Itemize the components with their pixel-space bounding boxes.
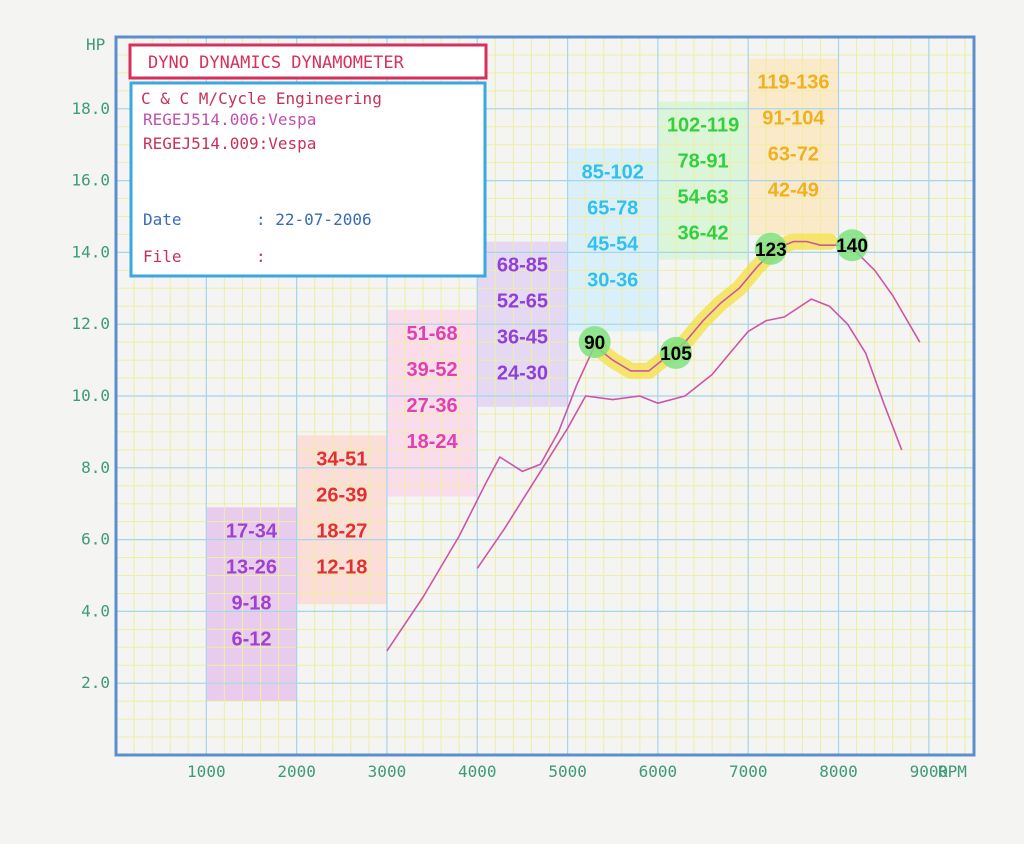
rpm-band-4 [567, 148, 658, 332]
info-run-2: REGEJ514.009:Vespa [143, 134, 316, 153]
band-1-label: 26-39 [316, 484, 367, 506]
band-5-label: 54-63 [677, 187, 728, 209]
x-tick-label: 2000 [277, 762, 316, 781]
info-box [129, 81, 487, 278]
y-tick-label: 16.0 [71, 171, 110, 190]
band-4-label: 45-54 [587, 233, 639, 255]
speed-marker-dot [754, 232, 787, 265]
y-tick-label: 10.0 [71, 386, 110, 405]
power-curve-2 [476, 298, 903, 569]
info-file-label: File [143, 247, 182, 266]
band-6-label: 63-72 [768, 144, 819, 166]
band-1-label: 18-27 [316, 520, 367, 542]
speed-markers: 90 105 123 140 [578, 229, 869, 369]
info-date-value: : 22-07-2006 [256, 210, 372, 229]
band-5-label: 78-91 [677, 151, 728, 173]
x-tick-label: 9000 [910, 762, 949, 781]
x-tick-label: 8000 [819, 762, 858, 781]
x-tick-label: 4000 [458, 762, 497, 781]
band-4-label: 65-78 [587, 197, 638, 219]
band-1-label: 34-51 [316, 448, 367, 470]
y-tick-label: 14.0 [71, 242, 110, 261]
band-2-label: 27-36 [407, 395, 458, 417]
band-6-label: 91-104 [762, 108, 825, 130]
band-6-label: 119-136 [757, 72, 829, 94]
info-file-value: : [256, 247, 266, 266]
speed-marker-dot [659, 336, 692, 369]
speed-marker-dot [578, 326, 611, 359]
x-tick-label: 3000 [368, 762, 407, 781]
band-3-label: 68-85 [497, 255, 548, 277]
info-date-label: Date [143, 210, 182, 229]
band-4-label: 85-102 [582, 161, 644, 183]
y-tick-label: 6.0 [81, 530, 110, 549]
band-5-label: 102-119 [667, 115, 739, 137]
band-0-label: 6-12 [231, 628, 271, 650]
band-2-label: 18-24 [407, 431, 459, 453]
plot-frame [114, 35, 976, 757]
y-tick-label: 8.0 [81, 458, 110, 477]
y-axis-label: HP [86, 35, 105, 54]
title-box [128, 43, 488, 80]
band-0-label: 17-34 [226, 520, 278, 542]
band-0-label: 13-26 [226, 556, 277, 578]
rpm-band-2 [386, 309, 478, 497]
band-2-label: 51-68 [407, 323, 458, 345]
axis-ticks: 1000 2000 3000 4000 5000 6000 7000 8000 9000 2.0 4… [71, 99, 948, 781]
band-5-label: 36-42 [677, 223, 728, 245]
band-4-label: 30-36 [587, 269, 638, 291]
y-tick-label: 2.0 [81, 673, 110, 692]
band-0-label: 9-18 [231, 592, 271, 614]
speed-marker-label: 140 [836, 236, 868, 257]
rpm-band-1 [296, 435, 387, 605]
speed-marker-label: 90 [584, 333, 605, 354]
band-labels: 17-34 13-26 9-18 6-12 34-51 26-39 18-27 12-18 51… [226, 72, 830, 651]
band-3-label: 36-45 [497, 327, 548, 349]
x-tick-label: 7000 [729, 762, 768, 781]
x-axis-label: RPM [938, 762, 967, 781]
band-3-label: 52-65 [497, 291, 548, 313]
info-company: C & C M/Cycle Engineering [141, 89, 382, 108]
band-1-label: 12-18 [316, 556, 367, 578]
x-tick-label: 5000 [548, 762, 587, 781]
band-3-label: 24-30 [497, 363, 548, 385]
info-run-1: REGEJ514.006:Vespa [143, 110, 316, 129]
chart-title: DYNO DYNAMICS DYNAMOMETER [148, 53, 405, 73]
speed-marker-label: 123 [755, 240, 787, 261]
speed-marker-label: 105 [660, 344, 692, 365]
speed-marker-dot [836, 229, 869, 262]
x-tick-label: 1000 [187, 762, 226, 781]
y-tick-label: 18.0 [71, 99, 110, 118]
y-tick-label: 4.0 [81, 601, 110, 620]
rpm-band-6 [748, 58, 839, 235]
x-tick-label: 6000 [639, 762, 678, 781]
y-tick-label: 12.0 [71, 314, 110, 333]
band-2-label: 39-52 [407, 359, 458, 381]
band-6-label: 42-49 [768, 180, 819, 202]
